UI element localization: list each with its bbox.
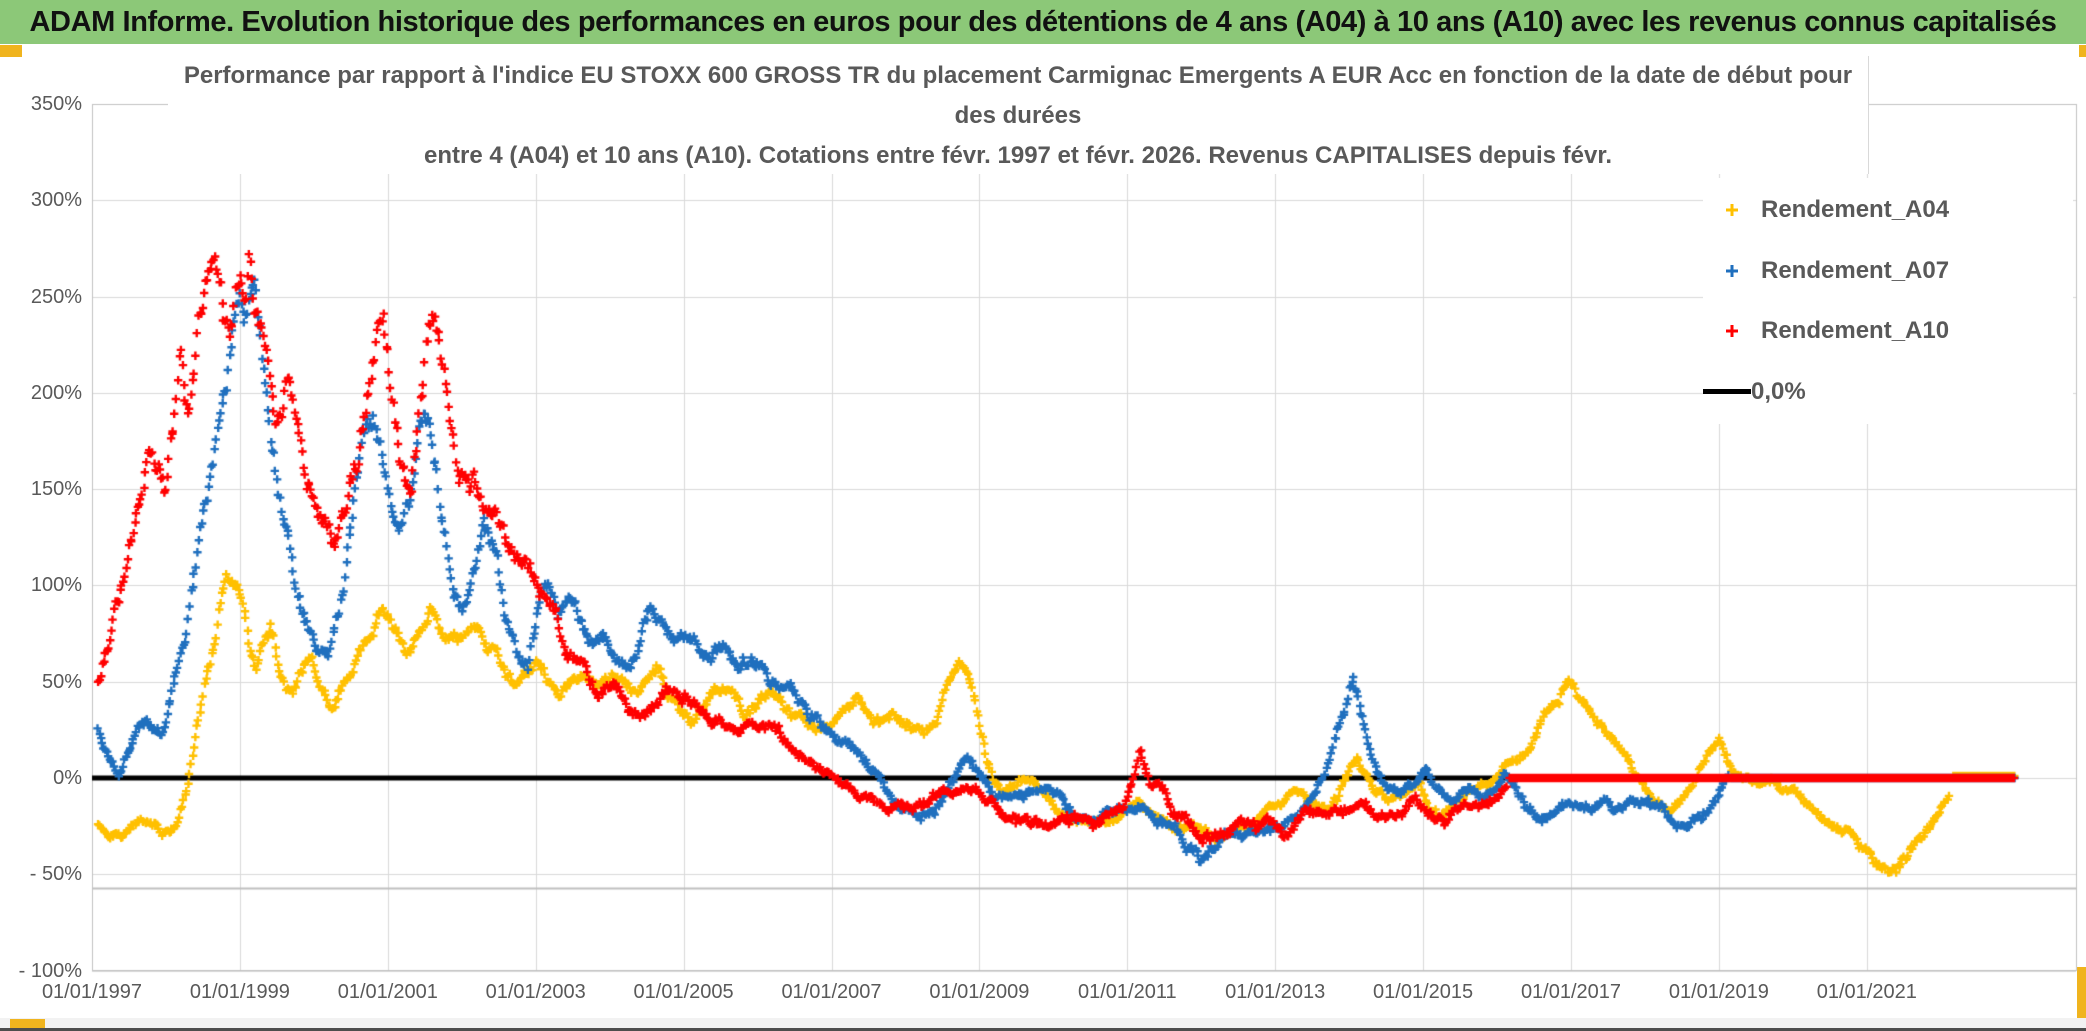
chart-title-line1: Performance par rapport à l'indice EU ST… (183, 62, 1853, 89)
chart-title-line2: des durées (954, 102, 1082, 129)
chart-legend: Rendement_A04 Rendement_A07 Rendement_A10 0… (1703, 178, 2073, 424)
y-tick-label: - 100% (18, 959, 82, 982)
legend-item-label: Rendement_A07 (1761, 256, 1950, 284)
legend-item-label: 0,0% (1751, 377, 1806, 405)
legend-item-label: Rendement_A10 (1761, 317, 1950, 345)
y-tick-label: 200% (30, 381, 82, 404)
x-tick-label: 01/01/2007 (781, 981, 882, 1003)
x-tick-label: 01/01/2005 (633, 981, 734, 1003)
x-tick-label: 01/01/2009 (929, 981, 1030, 1003)
y-tick-label: 50% (41, 670, 82, 693)
plus-marker-icon (1703, 202, 1761, 218)
x-tick-label: 01/01/2003 (485, 981, 586, 1003)
zero-line-icon (1703, 389, 1751, 395)
x-tick-label: 01/01/2015 (1373, 981, 1474, 1003)
x-tick-label: 01/01/1999 (189, 981, 290, 1003)
chart-title-box: Performance par rapport à l'indice EU ST… (168, 56, 1869, 174)
x-tick-label: 01/01/2013 (1225, 981, 1326, 1003)
y-tick-label: 100% (30, 574, 82, 597)
x-tick-label: 01/01/1997 (41, 981, 143, 1003)
legend-item: Rendement_A10 (1703, 307, 2073, 355)
x-tick-label: 01/01/2011 (1077, 981, 1177, 1003)
legend-item-label: Rendement_A04 (1761, 196, 1950, 223)
y-tick-label: 0% (53, 767, 82, 789)
x-tick-label: 01/01/2017 (1520, 981, 1622, 1003)
x-tick-label: 01/01/2021 (1816, 981, 1917, 1003)
y-tick-label: 300% (30, 189, 82, 212)
legend-item: Rendement_A07 (1703, 247, 2073, 295)
y-tick-label: 150% (30, 478, 82, 501)
plus-marker-icon (1703, 263, 1761, 279)
x-tick-label: 01/01/2019 (1668, 981, 1769, 1003)
y-tick-label: 250% (30, 285, 82, 308)
plus-marker-icon (1703, 323, 1761, 339)
y-tick-label: 350% (30, 92, 82, 115)
y-tick-label: - 50% (29, 863, 82, 886)
chart-title-line3: entre 4 (A04) et 10 ans (A10). Cotations… (423, 142, 1612, 169)
x-tick-label: 01/01/2001 (337, 981, 438, 1003)
legend-item: 0,0% (1703, 368, 2073, 416)
legend-item: Rendement_A04 (1703, 186, 2073, 234)
